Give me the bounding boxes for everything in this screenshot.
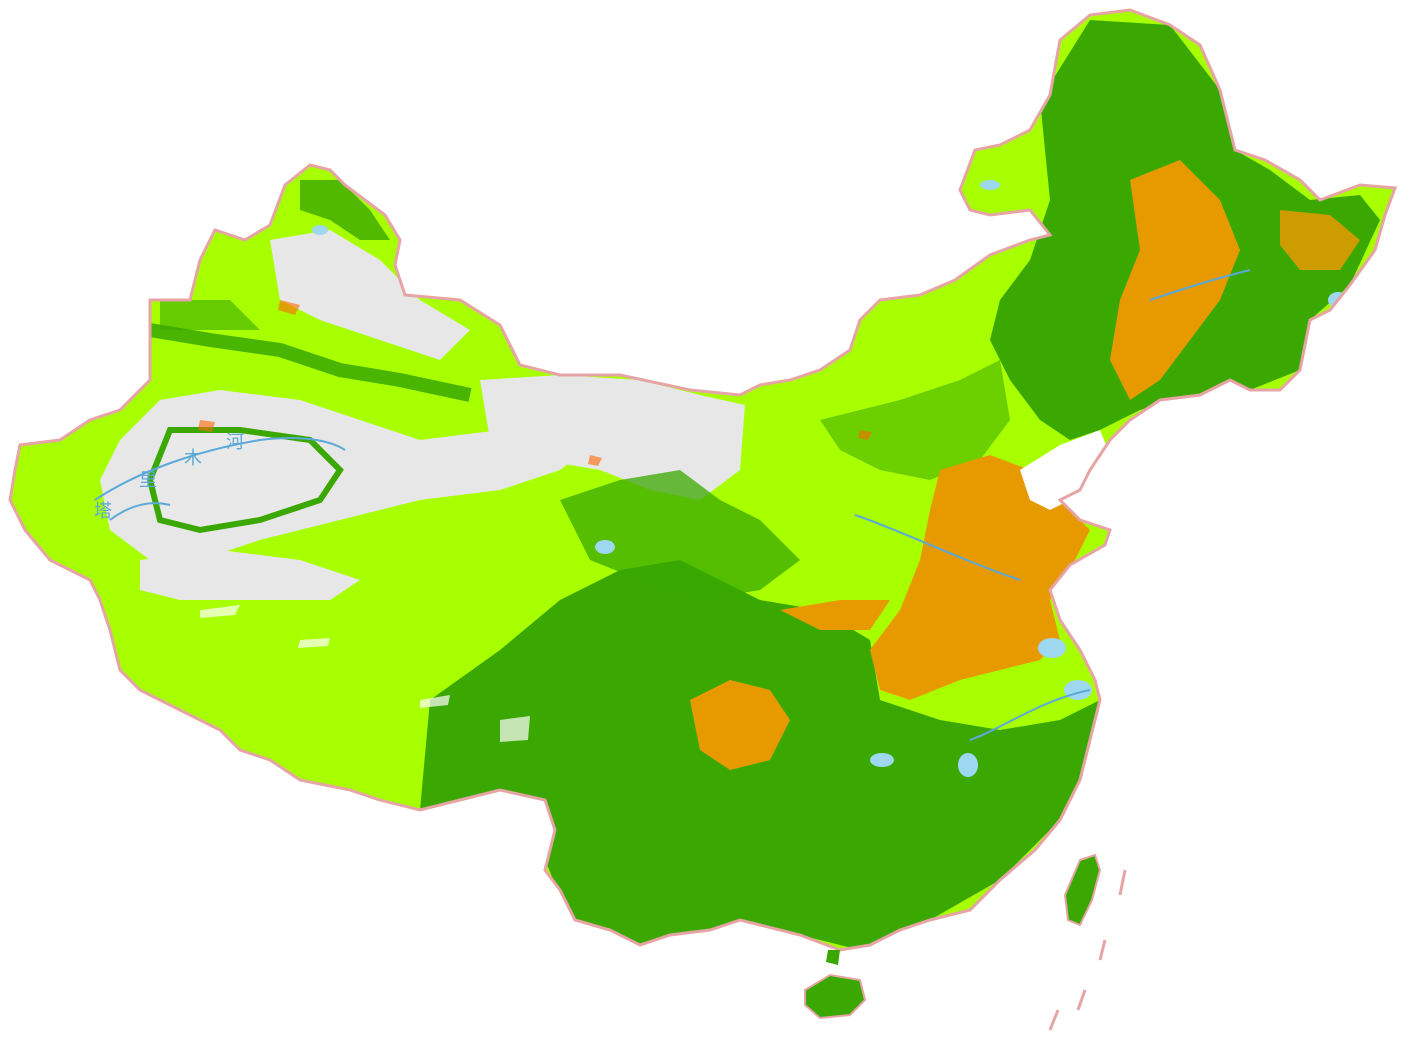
qaidam-desert (140, 550, 360, 600)
ulungur-lake (312, 225, 328, 235)
tianshan-forest (148, 323, 472, 402)
sanjiang-plain (1280, 210, 1360, 270)
qinghai-lake (595, 540, 615, 554)
north-china-plain (870, 455, 1090, 700)
hulun-lake (980, 180, 1000, 190)
central-forest (560, 470, 800, 600)
dzungaria-desert (270, 230, 470, 360)
maritime-border-marks (1048, 869, 1127, 1031)
ili-forest (160, 300, 260, 330)
bohai-sea (1020, 430, 1110, 510)
river-label-char-4: 河 (226, 432, 244, 453)
northeast-plain (1110, 160, 1240, 400)
loess-forest (820, 360, 1010, 480)
taiwan-island (1063, 853, 1102, 927)
hainan-island (804, 950, 867, 1020)
poyang-lake (958, 753, 978, 777)
gobi-desert (480, 375, 745, 500)
river-label-char-1: 塔 (94, 501, 112, 522)
yellow-river (854, 514, 1021, 581)
altai-forest (300, 180, 390, 240)
tarim-river (94, 437, 346, 501)
sichuan-basin (690, 680, 790, 770)
wei-river-crop (780, 600, 890, 630)
rivers (94, 269, 1251, 741)
songhua-river (1149, 269, 1251, 301)
dongting-lake (870, 753, 894, 767)
lakes (312, 180, 1348, 777)
river-label-char-3: 木 (184, 448, 202, 469)
yarkand-river (109, 502, 171, 521)
river-label-char-2: 里 (139, 470, 157, 491)
yangtze-river (969, 689, 1091, 741)
hongze-lake (1038, 638, 1066, 658)
